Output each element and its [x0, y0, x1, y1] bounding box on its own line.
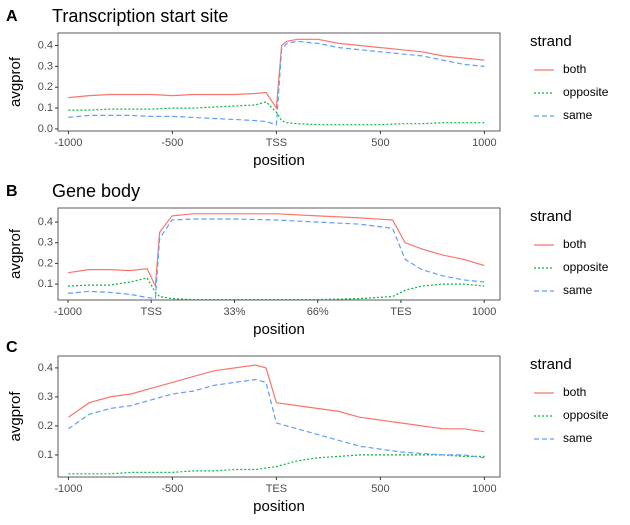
- x-tick-label: TES: [266, 483, 287, 495]
- legend-label: opposite: [563, 260, 609, 274]
- series-line: [68, 101, 485, 126]
- legend-label: opposite: [563, 85, 609, 99]
- series-line: [68, 378, 485, 459]
- y-tick-label: 0.4: [38, 362, 53, 374]
- series-line: [67, 218, 485, 300]
- y-axis-label: avgprof: [7, 391, 24, 442]
- legend-label: both: [563, 62, 586, 76]
- x-tick-label: 66%: [307, 306, 329, 318]
- series-line: [68, 454, 485, 475]
- x-tick-label: 1000: [472, 306, 496, 318]
- panel-label: B: [6, 183, 18, 200]
- plot-frame: [57, 355, 501, 478]
- y-tick-label: 0.0: [38, 123, 53, 135]
- legend-label: both: [563, 237, 586, 251]
- legend-title: strand: [530, 356, 572, 373]
- y-axis-label: avgprof: [7, 56, 24, 107]
- series-line: [68, 364, 485, 433]
- x-tick-label: TSS: [266, 137, 287, 149]
- chart-title: Transcription start site: [52, 6, 228, 26]
- x-axis-label: position: [253, 498, 305, 515]
- x-tick-label: 1000: [472, 137, 496, 149]
- legend-label: same: [563, 431, 593, 445]
- y-tick-label: 0.1: [38, 278, 53, 290]
- x-axis-label: position: [253, 152, 305, 169]
- legend-title: strand: [530, 33, 572, 50]
- y-tick-label: 0.2: [38, 420, 53, 432]
- x-tick-label: 33%: [223, 306, 245, 318]
- x-tick-label: -1000: [54, 483, 82, 495]
- plot-frame: [57, 207, 501, 301]
- y-tick-label: 0.1: [38, 102, 53, 114]
- y-tick-label: 0.4: [38, 216, 53, 228]
- y-tick-label: 0.3: [38, 60, 53, 72]
- y-axis-label: avgprof: [7, 228, 24, 279]
- series-line: [68, 38, 485, 110]
- y-tick-label: 0.3: [38, 237, 53, 249]
- x-tick-label: 500: [371, 137, 389, 149]
- x-tick-label: -500: [161, 483, 183, 495]
- x-tick-label: -1000: [54, 306, 82, 318]
- legend-label: opposite: [563, 408, 609, 422]
- panel-label: C: [6, 339, 18, 356]
- chart-title: Gene body: [52, 181, 140, 201]
- legend-label: both: [563, 385, 586, 399]
- y-tick-label: 0.1: [38, 449, 53, 461]
- panel-label: A: [6, 8, 18, 25]
- plot-frame: [57, 32, 501, 132]
- x-tick-label: -1000: [54, 137, 82, 149]
- series-line: [67, 213, 485, 289]
- legend-title: strand: [530, 208, 572, 225]
- legend-label: same: [563, 283, 593, 297]
- x-tick-label: -500: [161, 137, 183, 149]
- x-tick-label: TES: [390, 306, 411, 318]
- y-tick-label: 0.4: [38, 39, 53, 51]
- y-tick-label: 0.2: [38, 257, 53, 269]
- legend-label: same: [563, 108, 593, 122]
- x-axis-label: position: [253, 321, 305, 338]
- series-line: [68, 40, 485, 126]
- y-tick-label: 0.3: [38, 391, 53, 403]
- series-line: [67, 277, 485, 301]
- x-tick-label: 500: [371, 483, 389, 495]
- y-tick-label: 0.2: [38, 81, 53, 93]
- x-tick-label: 1000: [472, 483, 496, 495]
- x-tick-label: TSS: [141, 306, 162, 318]
